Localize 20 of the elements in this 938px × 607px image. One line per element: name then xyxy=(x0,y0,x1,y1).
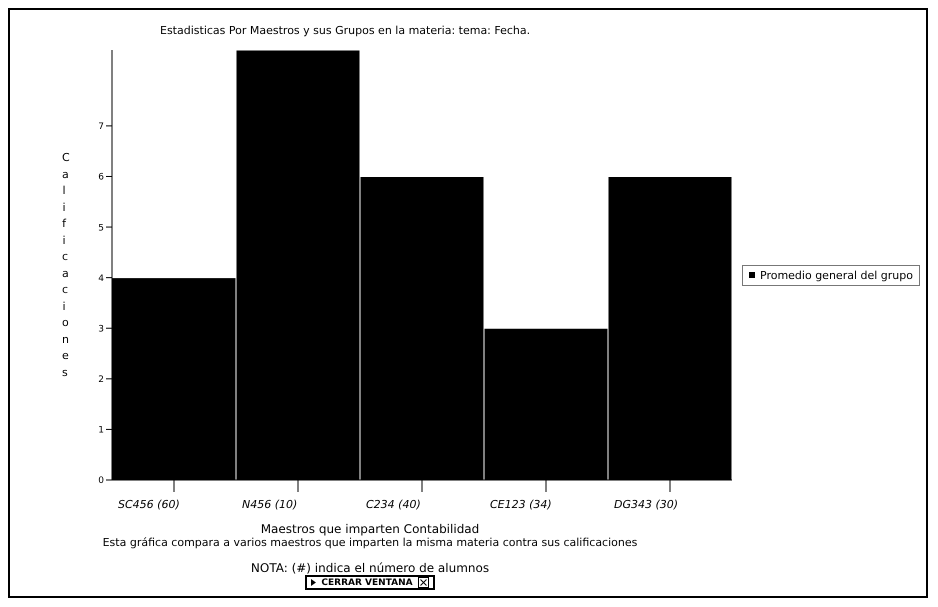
y-tick-label: 3 xyxy=(98,324,104,334)
close-button: CERRAR VENTANA xyxy=(305,575,435,590)
y-tick-label: 7 xyxy=(98,122,104,132)
y-tick-label: 4 xyxy=(98,274,104,284)
y-tick-label: 2 xyxy=(98,375,104,386)
x-axis-title: Maestros que imparten Contabilidad xyxy=(260,522,480,536)
y-tick-label: 5 xyxy=(98,223,104,234)
x-tick-label: N456 (10) xyxy=(242,498,298,511)
x-tick-label: C234 (40) xyxy=(366,498,421,511)
chart-title: Estadisticas Por Maestros y sus Grupos en la materia: tema: Fecha. xyxy=(160,24,530,37)
x-tick-label: DG343 (30) xyxy=(614,498,678,511)
text: Esta gráfica compara a varios maestros que imparten la misma materia contra sus calificaciones xyxy=(102,536,638,549)
text: Promedio general del grupo xyxy=(760,268,913,282)
y-tick-label: 6 xyxy=(98,172,104,183)
text: NOTA: (#) indica el número de alumnos xyxy=(250,561,490,575)
x-tick-label: CE123 (34) xyxy=(490,498,552,511)
y-tick-label: 0 xyxy=(98,476,104,486)
x-tick-label: SC456 (60) xyxy=(118,498,180,511)
text: Calificaciones xyxy=(62,151,70,378)
y-tick-label: 1 xyxy=(98,426,104,436)
